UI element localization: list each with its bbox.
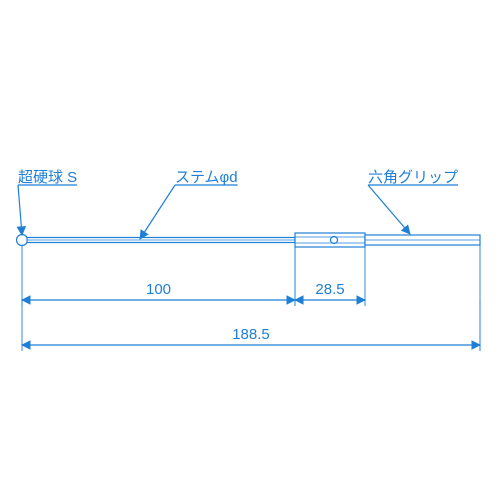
label-stem: ステムφd [175, 169, 238, 186]
label-ball: 超硬球 S [18, 169, 77, 186]
dim-value-d3: 188.5 [232, 326, 270, 343]
dim-value-d2: 28.5 [315, 281, 344, 298]
technical-drawing: 超硬球 S ステムφd 六角グリップ 100 28.5 188.5 [0, 0, 500, 500]
dim-value-d1: 100 [146, 281, 171, 298]
label-grip: 六角グリップ [368, 169, 458, 186]
carbide-ball [17, 235, 28, 246]
